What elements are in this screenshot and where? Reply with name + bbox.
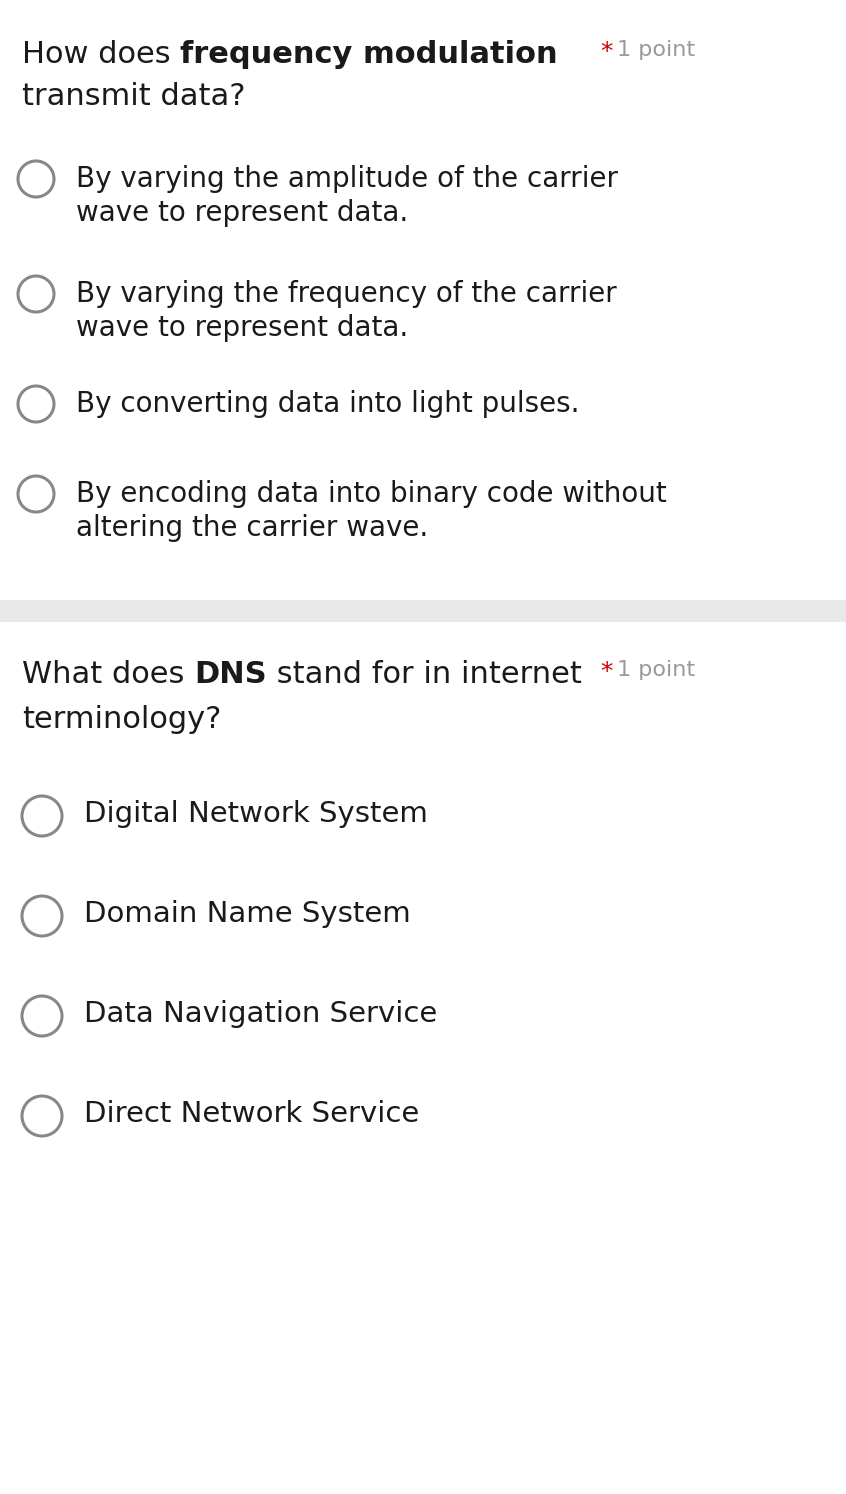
Text: wave to represent data.: wave to represent data.	[76, 314, 409, 342]
Text: By varying the frequency of the carrier: By varying the frequency of the carrier	[76, 279, 617, 308]
Bar	[0, 601, 846, 622]
Text: By converting data into light pulses.: By converting data into light pulses.	[76, 390, 580, 418]
Text: *: *	[600, 40, 613, 64]
Text: How does: How does	[22, 40, 180, 69]
Text: By encoding data into binary code without: By encoding data into binary code withou…	[76, 480, 667, 508]
Text: transmit data?: transmit data?	[22, 82, 245, 111]
Text: 1 point: 1 point	[617, 660, 695, 680]
Text: Direct Network Service: Direct Network Service	[84, 1100, 420, 1128]
Text: Data Navigation Service: Data Navigation Service	[84, 999, 437, 1028]
Text: wave to represent data.: wave to represent data.	[76, 199, 409, 227]
Text: altering the carrier wave.: altering the carrier wave.	[76, 514, 428, 542]
Text: What does: What does	[22, 660, 194, 689]
Text: stand for in internet: stand for in internet	[266, 660, 581, 689]
Text: DNS: DNS	[194, 660, 266, 689]
Text: terminology?: terminology?	[22, 705, 222, 734]
Text: By varying the amplitude of the carrier: By varying the amplitude of the carrier	[76, 164, 618, 193]
Text: *: *	[600, 660, 613, 684]
Text: frequency modulation: frequency modulation	[180, 40, 558, 69]
Text: Domain Name System: Domain Name System	[84, 899, 411, 928]
Text: Digital Network System: Digital Network System	[84, 799, 428, 828]
Text: 1 point: 1 point	[617, 40, 695, 60]
